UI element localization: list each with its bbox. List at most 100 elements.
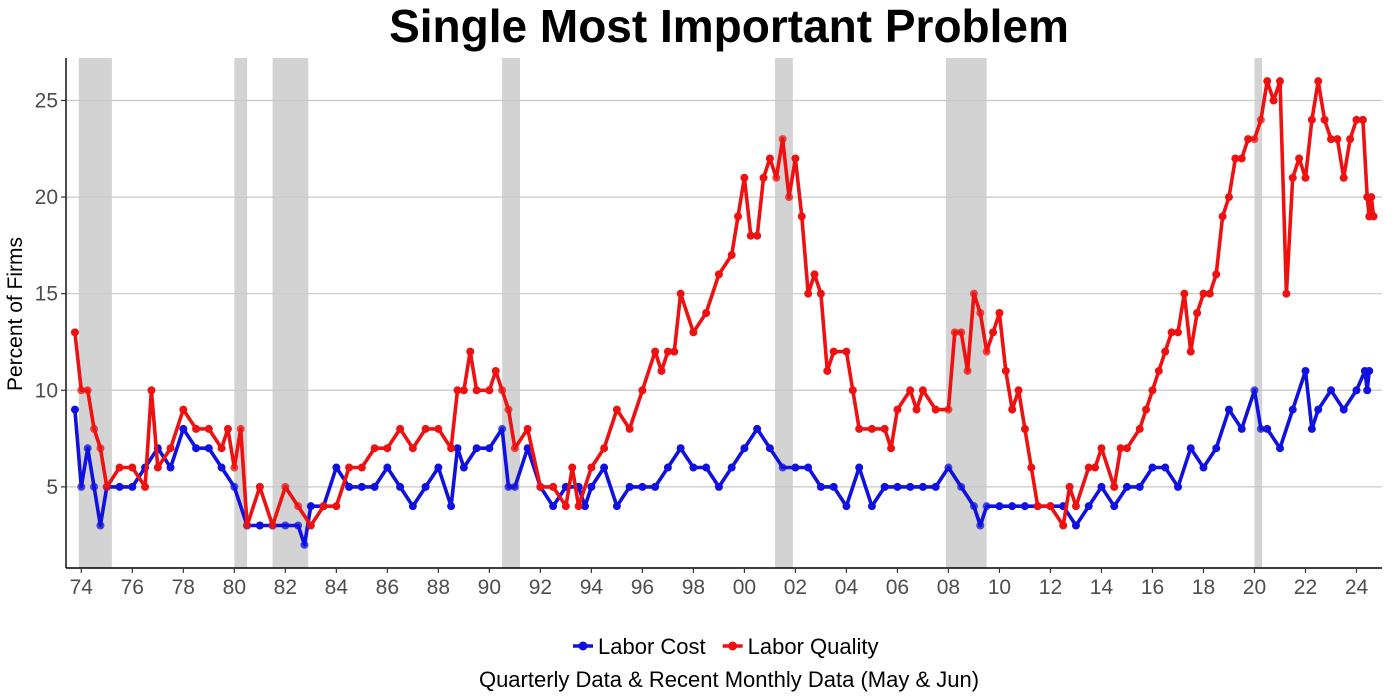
labor-quality-point <box>561 502 570 511</box>
labor-quality-point <box>702 309 711 317</box>
labor-cost-point <box>459 463 468 472</box>
labor-quality-point <box>600 444 609 453</box>
labor-cost-legend-marker <box>578 641 588 651</box>
labor-quality-point <box>102 482 111 491</box>
labor-cost-point <box>765 444 774 453</box>
labor-cost-point <box>1365 366 1374 375</box>
labor-quality-point <box>536 482 545 491</box>
labor-quality-point <box>772 173 781 182</box>
y-tick-label: 15 <box>35 283 58 306</box>
labor-cost-point <box>1008 502 1017 511</box>
x-tick-label: 18 <box>1192 576 1215 599</box>
x-tick-label: 24 <box>1345 576 1369 599</box>
labor-cost-point <box>931 482 940 491</box>
labor-quality-point <box>466 347 475 356</box>
labor-quality-point <box>734 212 743 221</box>
labor-cost-point <box>957 482 966 491</box>
labor-quality-point <box>1367 193 1376 202</box>
labor-cost-point <box>408 502 417 511</box>
labor-cost-point <box>485 444 494 453</box>
labor-quality-point <box>1027 463 1036 472</box>
x-tick-label: 16 <box>1141 576 1164 599</box>
labor-quality-point <box>453 386 462 395</box>
labor-quality-point <box>587 463 596 472</box>
labor-cost-point <box>96 521 105 530</box>
labor-cost-point <box>1097 482 1106 491</box>
labor-cost-point <box>867 502 876 511</box>
labor-quality-point <box>1212 270 1221 279</box>
labor-quality-point <box>1320 115 1329 124</box>
labor-cost-point <box>357 482 366 491</box>
labor-cost-point <box>230 482 239 491</box>
labor-quality-point <box>1282 289 1291 298</box>
labor-cost-point <box>969 502 978 511</box>
labor-quality-point <box>217 444 226 453</box>
labor-quality-point <box>714 270 723 279</box>
labor-quality-point <box>485 386 494 395</box>
y-tick-label: 10 <box>35 379 58 402</box>
labor-quality-point <box>1301 173 1310 182</box>
labor-quality-legend-label: Labor Quality <box>748 634 879 659</box>
labor-cost-point <box>204 444 213 453</box>
labor-cost-point <box>1314 405 1323 414</box>
labor-quality-point <box>1193 309 1202 317</box>
chart-caption: Quarterly Data & Recent Monthly Data (Ma… <box>479 667 979 692</box>
labor-quality-point <box>459 386 468 395</box>
labor-quality-point <box>306 521 315 530</box>
labor-quality-point <box>887 444 896 453</box>
labor-quality-point <box>1352 115 1361 124</box>
labor-quality-point <box>319 502 328 511</box>
y-tick-label: 25 <box>35 90 58 113</box>
x-tick-label: 22 <box>1294 576 1317 599</box>
labor-quality-point <box>255 482 264 491</box>
labor-quality-point <box>166 444 175 453</box>
labor-quality-point <box>370 444 379 453</box>
labor-quality-point <box>1295 154 1304 163</box>
labor-quality-point <box>1059 521 1068 530</box>
x-tick-label: 98 <box>682 576 705 599</box>
labor-quality-point <box>243 521 252 530</box>
labor-quality-point <box>880 424 889 433</box>
labor-quality-point <box>765 154 774 163</box>
labor-quality-point <box>676 289 685 298</box>
labor-quality-point <box>504 405 513 414</box>
labor-quality-point <box>867 424 876 433</box>
labor-quality-point <box>1033 502 1042 511</box>
labor-cost-point <box>217 463 226 472</box>
labor-cost-point <box>829 482 838 491</box>
labor-quality-point <box>1180 289 1189 298</box>
labor-quality-legend-marker <box>728 641 738 651</box>
labor-cost-point <box>1352 386 1361 395</box>
labor-cost-point <box>370 482 379 491</box>
labor-cost-point <box>1250 386 1259 395</box>
labor-quality-point <box>1091 463 1100 472</box>
labor-cost-point <box>976 521 985 530</box>
labor-quality-point <box>963 366 972 375</box>
labor-quality-point <box>746 231 755 240</box>
labor-cost-point <box>581 502 590 511</box>
labor-quality-point <box>153 463 162 472</box>
labor-cost-point <box>383 463 392 472</box>
labor-quality-point <box>568 463 577 472</box>
labor-cost-point <box>893 482 902 491</box>
labor-cost-point <box>434 463 443 472</box>
labor-quality-point <box>989 328 998 337</box>
labor-quality-point <box>574 502 583 511</box>
labor-quality-point <box>791 154 800 163</box>
labor-cost-point <box>1173 482 1182 491</box>
labor-quality-point <box>1154 366 1163 375</box>
x-tick-label: 76 <box>121 576 144 599</box>
labor-cost-point <box>855 463 864 472</box>
legend: Labor Cost Labor Quality <box>573 634 878 659</box>
labor-quality-point <box>842 347 851 356</box>
labor-cost-point <box>1339 405 1348 414</box>
labor-quality-point <box>625 424 634 433</box>
labor-cost-point <box>510 482 519 491</box>
series-lines <box>70 77 1378 549</box>
labor-cost-point <box>1161 463 1170 472</box>
labor-quality-point <box>1244 135 1253 144</box>
labor-quality-point <box>1250 135 1259 144</box>
labor-cost-point <box>179 424 188 433</box>
labor-cost-point <box>1288 405 1297 414</box>
x-tick-label: 02 <box>784 576 807 599</box>
